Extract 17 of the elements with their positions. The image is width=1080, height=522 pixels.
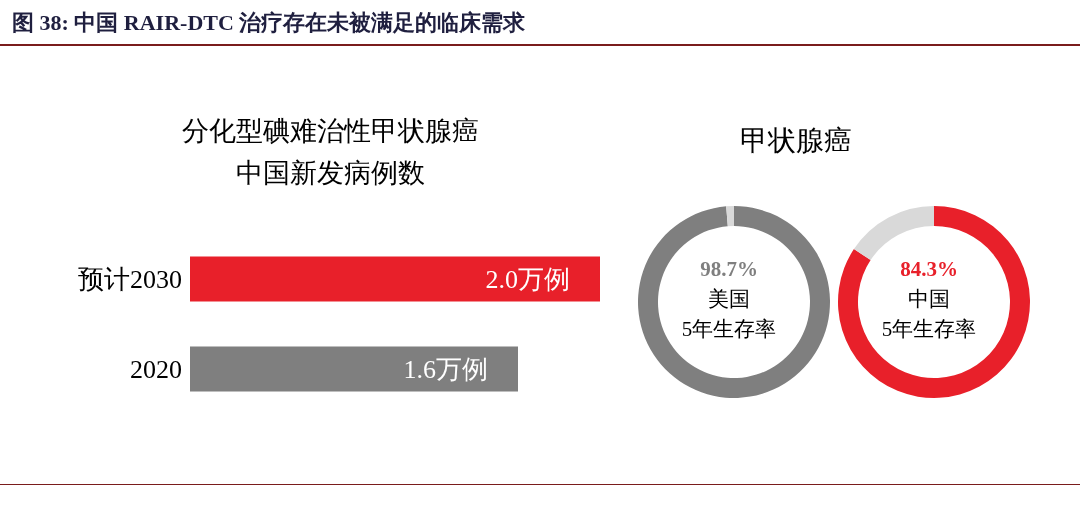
text: 图 38: 中国 RAIR-DTC 治疗存在未被满足的临床需求 — [12, 9, 526, 37]
donut-slice — [838, 206, 1030, 398]
donut-slice — [726, 206, 734, 227]
y-tick-label: 预计2030 — [78, 265, 182, 295]
slice-label: 5年生存率 — [880, 316, 978, 343]
data-label: 98.7% — [699, 256, 759, 283]
data-label: 1.6万例 — [403, 355, 488, 385]
data-label: 2.0万例 — [485, 265, 570, 295]
text: 美国 — [707, 286, 751, 313]
text: 中国 — [907, 286, 951, 313]
donut-slice — [853, 206, 934, 261]
chart-title: 分化型碘难治性甲状腺癌中国新发病例数 — [180, 115, 480, 190]
donut-slice — [638, 206, 830, 398]
text: 甲状腺癌 — [740, 124, 852, 158]
slice-label: 5年生存率 — [680, 316, 778, 343]
data-label: 84.3% — [899, 256, 959, 283]
y-tick-label: 2020 — [130, 355, 182, 385]
